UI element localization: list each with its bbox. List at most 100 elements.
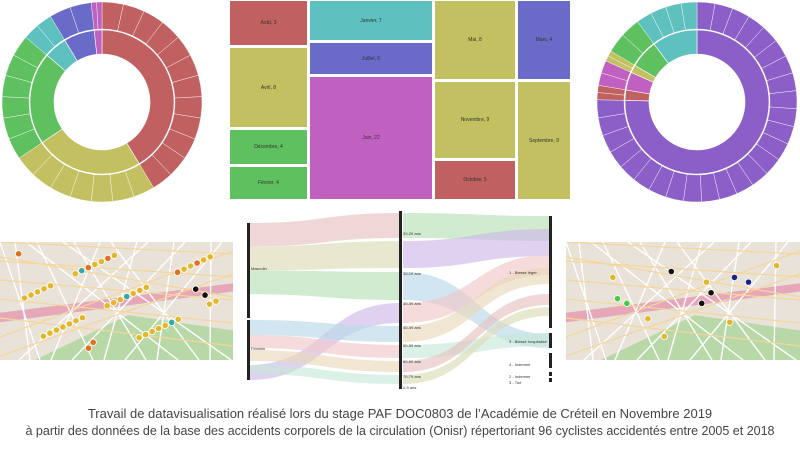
sankey-svg: Masculin Féminin 20-29 ans 10-19 ans 30-… — [247, 211, 552, 390]
sankey-link — [249, 213, 400, 247]
accident-marker-icon — [142, 283, 150, 291]
accident-marker-icon — [89, 338, 97, 346]
accident-marker-icon — [744, 278, 753, 286]
sankey-mid-label-4: 40-49 ans — [403, 325, 421, 330]
accident-marker-icon — [129, 289, 137, 298]
accident-marker-icon — [91, 260, 99, 269]
accident-marker-icon — [206, 253, 214, 261]
treemap-tile-septembre: Septembre, 9 — [517, 81, 571, 200]
map-street — [50, 242, 101, 360]
map-street — [156, 242, 175, 360]
treemap-tile-mai: Mai, 8 — [434, 0, 516, 80]
park-area — [601, 315, 800, 360]
sunburst-chart-left — [0, 0, 205, 205]
sankey-node-right — [549, 353, 552, 368]
treemap-tile-avril: Avril, 8 — [229, 47, 308, 128]
accident-marker-icon — [136, 286, 144, 294]
accident-marker-icon — [71, 270, 79, 278]
accident-marker-icon — [97, 257, 105, 266]
accident-marker-icon — [192, 285, 200, 293]
map-street — [73, 242, 147, 360]
accident-marker-icon — [773, 261, 781, 270]
sankey-mid-label-2: 10-19 ans — [403, 271, 421, 276]
accident-marker-icon — [20, 294, 29, 302]
map-road — [566, 279, 800, 301]
sankey-node-right — [549, 378, 552, 382]
caption-line-1: Travail de datavisualisation réalisé lor… — [87, 406, 713, 421]
sankey-diagram: Masculin Féminin 20-29 ans 10-19 ans 30-… — [245, 208, 557, 393]
accident-marker-icon — [660, 332, 668, 341]
accident-marker-icon — [200, 256, 208, 264]
accident-marker-icon — [65, 320, 74, 328]
sunburst-inner-segment — [93, 29, 103, 55]
map-left-svg — [0, 242, 233, 360]
map-street — [36, 242, 94, 360]
sankey-node-right — [549, 216, 552, 328]
sankey-right-label-4: 2 - Indemne — [509, 374, 531, 379]
accident-marker-icon — [142, 331, 150, 339]
accident-marker-icon — [104, 254, 112, 263]
accident-marker-icon — [46, 329, 54, 337]
accident-marker-icon — [193, 259, 201, 267]
accident-marker-icon — [644, 315, 652, 323]
sankey-link — [249, 320, 400, 342]
accident-marker-icon — [40, 285, 48, 293]
accident-marker-icon — [730, 273, 739, 282]
accident-marker-icon — [27, 291, 35, 299]
accident-marker-icon — [698, 299, 706, 307]
accident-marker-icon — [707, 289, 715, 297]
accident-marker-icon — [180, 265, 188, 273]
accident-marker-icon — [84, 264, 92, 272]
map-street — [590, 242, 744, 360]
sankey-node-left — [247, 320, 250, 380]
accident-marker-icon — [110, 251, 119, 259]
map-street — [639, 242, 713, 360]
sankey-right-label-2: 3 - Blessé hospitalisé — [509, 339, 548, 344]
sunburst-inner-segment — [101, 29, 175, 165]
sunburst-chart-right — [595, 0, 800, 205]
map-road — [566, 273, 800, 357]
sankey-link — [403, 255, 550, 323]
caption-line-2: à partir des données de la base des acci… — [25, 424, 775, 438]
sankey-node-middle — [399, 211, 402, 389]
accident-marker-icon — [33, 288, 42, 296]
sankey-node-left — [247, 223, 250, 318]
treemap-tile-aout: Août, 3 — [229, 0, 308, 46]
sankey-link — [249, 241, 400, 271]
map-street — [62, 242, 232, 360]
sunburst-inner-segment — [653, 29, 698, 64]
map-road — [566, 256, 800, 298]
sunburst-left-svg — [1, 1, 203, 203]
accident-marker-icon — [667, 267, 675, 276]
accident-marker-icon — [186, 262, 195, 270]
treemap-chart: Août, 3 Janvier, 7 Juillet, 6 Avril, 8 D… — [229, 0, 571, 202]
map-street — [636, 242, 752, 360]
accident-marker-icon — [84, 344, 93, 352]
accident-marker-icon — [135, 334, 143, 342]
accident-map-right — [566, 242, 800, 360]
sankey-link — [403, 307, 550, 384]
accident-marker-icon — [613, 295, 622, 303]
sankey-link — [403, 229, 550, 268]
sankey-link — [249, 365, 400, 384]
sankey-mid-label-1: 20-29 ans — [403, 231, 421, 236]
sankey-left-label-1: Masculin — [251, 266, 267, 271]
accident-marker-icon — [103, 302, 111, 310]
accident-marker-icon — [39, 332, 47, 340]
accident-map-left — [0, 242, 233, 360]
accident-marker-icon — [173, 268, 182, 276]
accident-marker-icon — [168, 318, 176, 326]
railway-line — [566, 283, 800, 323]
sankey-link — [249, 350, 400, 372]
accident-marker-icon — [205, 300, 214, 308]
sankey-mid-label-6: 60-69 ans — [403, 359, 421, 364]
treemap-tile-mars: Mars, 4 — [517, 0, 571, 80]
map-street — [583, 242, 715, 360]
accident-marker-icon — [110, 299, 118, 307]
map-street — [720, 242, 740, 360]
sankey-right-label-5: 3 - Tué — [509, 380, 522, 385]
treemap-tile-janvier: Janvier, 7 — [309, 0, 433, 41]
accident-marker-icon — [78, 314, 87, 322]
map-street — [773, 242, 777, 360]
accident-marker-icon — [15, 250, 23, 258]
